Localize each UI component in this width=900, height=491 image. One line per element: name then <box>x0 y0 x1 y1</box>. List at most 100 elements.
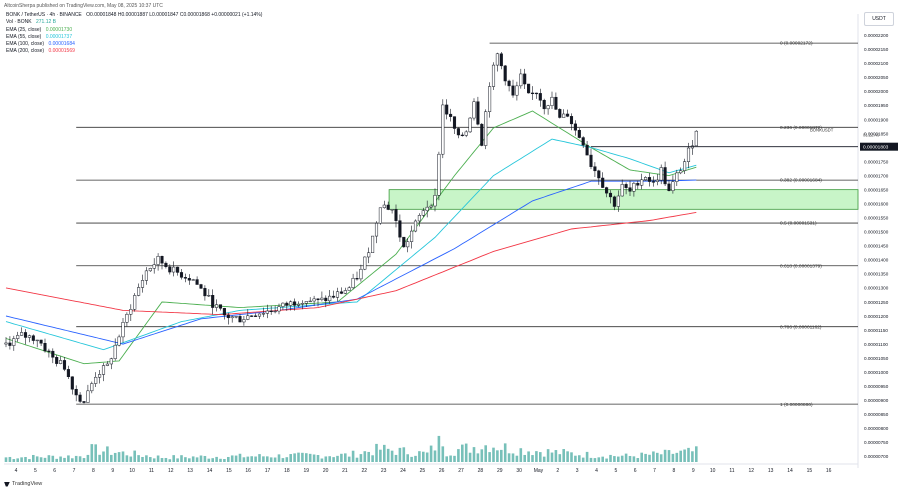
volume-bar <box>281 458 285 462</box>
candle-body <box>464 131 468 136</box>
candle-body <box>374 222 379 237</box>
price-tick-label: 0.00002000 <box>864 89 889 94</box>
symbol-line[interactable]: BONK / TetherUS · 4h · BINANCE O0.000018… <box>6 12 262 19</box>
candle <box>269 305 273 315</box>
ema-25-value: 0.00001730 <box>45 26 73 33</box>
time-tick-label: 10 <box>129 468 135 474</box>
candle <box>234 316 238 319</box>
candle <box>554 92 558 111</box>
tradingview-logo[interactable]: TradingView <box>4 481 42 487</box>
volume-bar <box>121 451 125 462</box>
volume-bar <box>51 455 55 462</box>
symbol-title[interactable]: BONK / TetherUS · 4h · BINANCE <box>6 12 82 18</box>
candle-body <box>452 116 457 129</box>
ema-100-value: 0.00001684 <box>48 41 75 48</box>
candle-body <box>343 290 347 294</box>
candle <box>74 385 78 402</box>
candle <box>207 289 211 298</box>
volume-bar <box>355 457 359 462</box>
volume-bar <box>691 451 694 462</box>
candle-body <box>152 264 156 269</box>
candle <box>386 201 390 211</box>
candle <box>12 335 16 351</box>
candle-body <box>35 339 39 342</box>
candle <box>250 315 254 317</box>
ema-55-line[interactable]: EMA (55, close) 0.00001737 <box>6 34 262 41</box>
candle-body <box>488 86 492 112</box>
volume-bar <box>461 444 464 462</box>
candle <box>355 271 359 281</box>
time-axis: 4 5 6 7 8 9 10 11 12 13 14 15 16 17 18 19 20 21 22 23 24 25 26… <box>4 463 858 474</box>
volume-line[interactable]: Vol · BONK 271.12 B <box>6 19 262 26</box>
candle <box>515 81 519 101</box>
price-tick-label: 0.00002200 <box>864 33 889 38</box>
volume-bar <box>188 458 191 462</box>
volume-bar <box>379 449 382 462</box>
volume-bar <box>390 450 394 462</box>
candle-body <box>605 187 609 194</box>
volume-bar <box>433 450 437 462</box>
volume-bar <box>227 456 230 462</box>
volume-bar <box>152 458 156 462</box>
price-tick-label: 0.00000850 <box>864 412 889 417</box>
candle <box>265 304 269 319</box>
volume-bar <box>316 455 320 462</box>
price-tick-label: 0.00001700 <box>864 173 889 178</box>
candle <box>507 79 511 92</box>
candle-body <box>378 207 382 224</box>
candle <box>226 312 230 325</box>
currency-button[interactable]: USDT <box>864 12 894 26</box>
candle <box>480 123 484 147</box>
candle-body <box>160 256 164 264</box>
countdown-label: 01:22:40 <box>863 132 880 137</box>
candle-body <box>148 268 152 272</box>
ema-100-line[interactable]: EMA (100, close) 0.00001684 <box>6 41 262 48</box>
volume-bar <box>679 450 682 462</box>
volume-bar <box>644 453 647 462</box>
volume-bar <box>652 451 655 462</box>
volume-bar <box>195 457 199 462</box>
candle-body <box>261 313 265 315</box>
candle <box>332 290 336 299</box>
candle <box>289 300 293 311</box>
candle-body <box>554 96 558 110</box>
candle <box>144 267 148 285</box>
price-tick-label: 0.00001300 <box>864 286 889 291</box>
volume-bar <box>55 458 58 462</box>
candle <box>491 62 496 91</box>
ema-25-line[interactable]: EMA (25, close) 0.00001730 <box>6 27 262 34</box>
chart-legend: BONK / TetherUS · 4h · BINANCE O0.000018… <box>6 12 262 56</box>
volume-bar <box>106 446 109 462</box>
volume-bar <box>367 451 370 462</box>
candle-body <box>179 272 184 278</box>
candle <box>23 329 28 345</box>
candle-body <box>187 278 191 281</box>
volume-bar <box>184 457 187 462</box>
price-tick-label: 0.00000800 <box>864 426 889 431</box>
candle <box>632 181 636 197</box>
ema-200-line[interactable]: EMA (200, close) 0.00001569 <box>6 48 262 55</box>
volume-bar <box>468 452 472 462</box>
candle-body <box>472 101 476 119</box>
candle <box>148 267 152 272</box>
candle <box>605 186 609 198</box>
volume-bar <box>43 457 47 462</box>
candle-body <box>429 205 433 208</box>
candle <box>616 190 620 212</box>
price-tick-label: 0.00001500 <box>864 230 889 235</box>
candle <box>519 68 523 89</box>
volume-bar <box>418 451 421 462</box>
volume-bar <box>617 456 620 462</box>
price-tick-label: 0.00000950 <box>864 384 889 389</box>
candle-body <box>273 310 277 313</box>
volume-bar <box>574 455 577 462</box>
candle-body <box>199 284 203 289</box>
time-tick-label: 8 <box>92 468 95 474</box>
candle <box>378 207 382 225</box>
candle-body <box>176 266 180 273</box>
candle-body <box>667 183 671 191</box>
volume-bar <box>168 459 172 462</box>
candle-body <box>644 177 648 181</box>
candle-body <box>351 278 355 289</box>
